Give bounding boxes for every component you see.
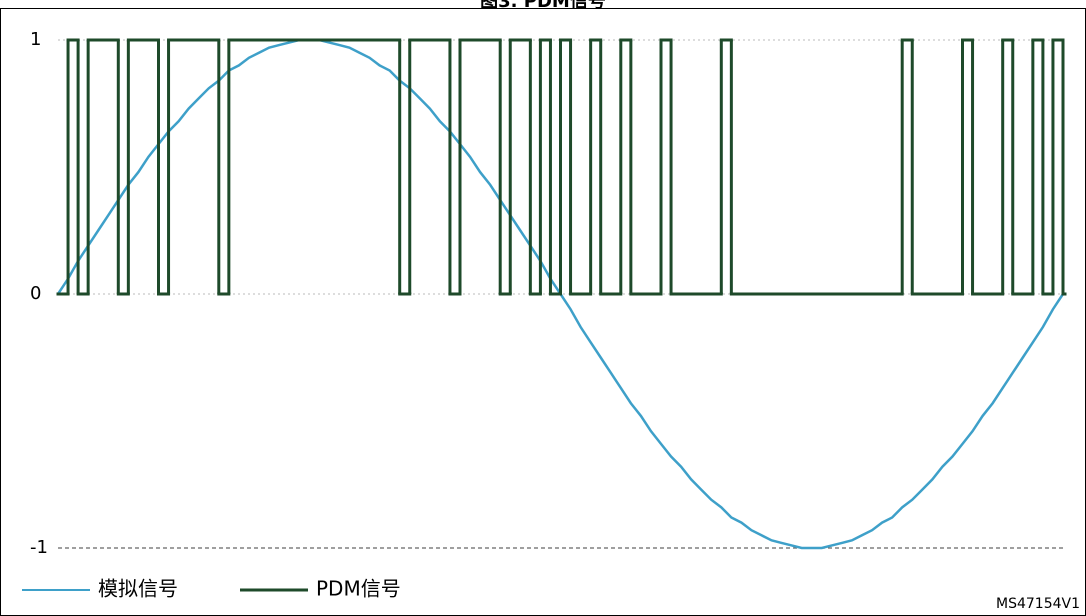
- annotation: MS47154V1: [996, 596, 1080, 612]
- legend-label: 模拟信号: [98, 577, 178, 601]
- y-tick-label: -1: [30, 537, 48, 558]
- y-tick-label: 0: [30, 283, 41, 304]
- legend-label: PDM信号: [316, 577, 401, 601]
- y-tick-label: 1: [30, 29, 41, 50]
- chart-title: 图3. PDM信号: [480, 0, 606, 12]
- frame: [0, 8, 1086, 616]
